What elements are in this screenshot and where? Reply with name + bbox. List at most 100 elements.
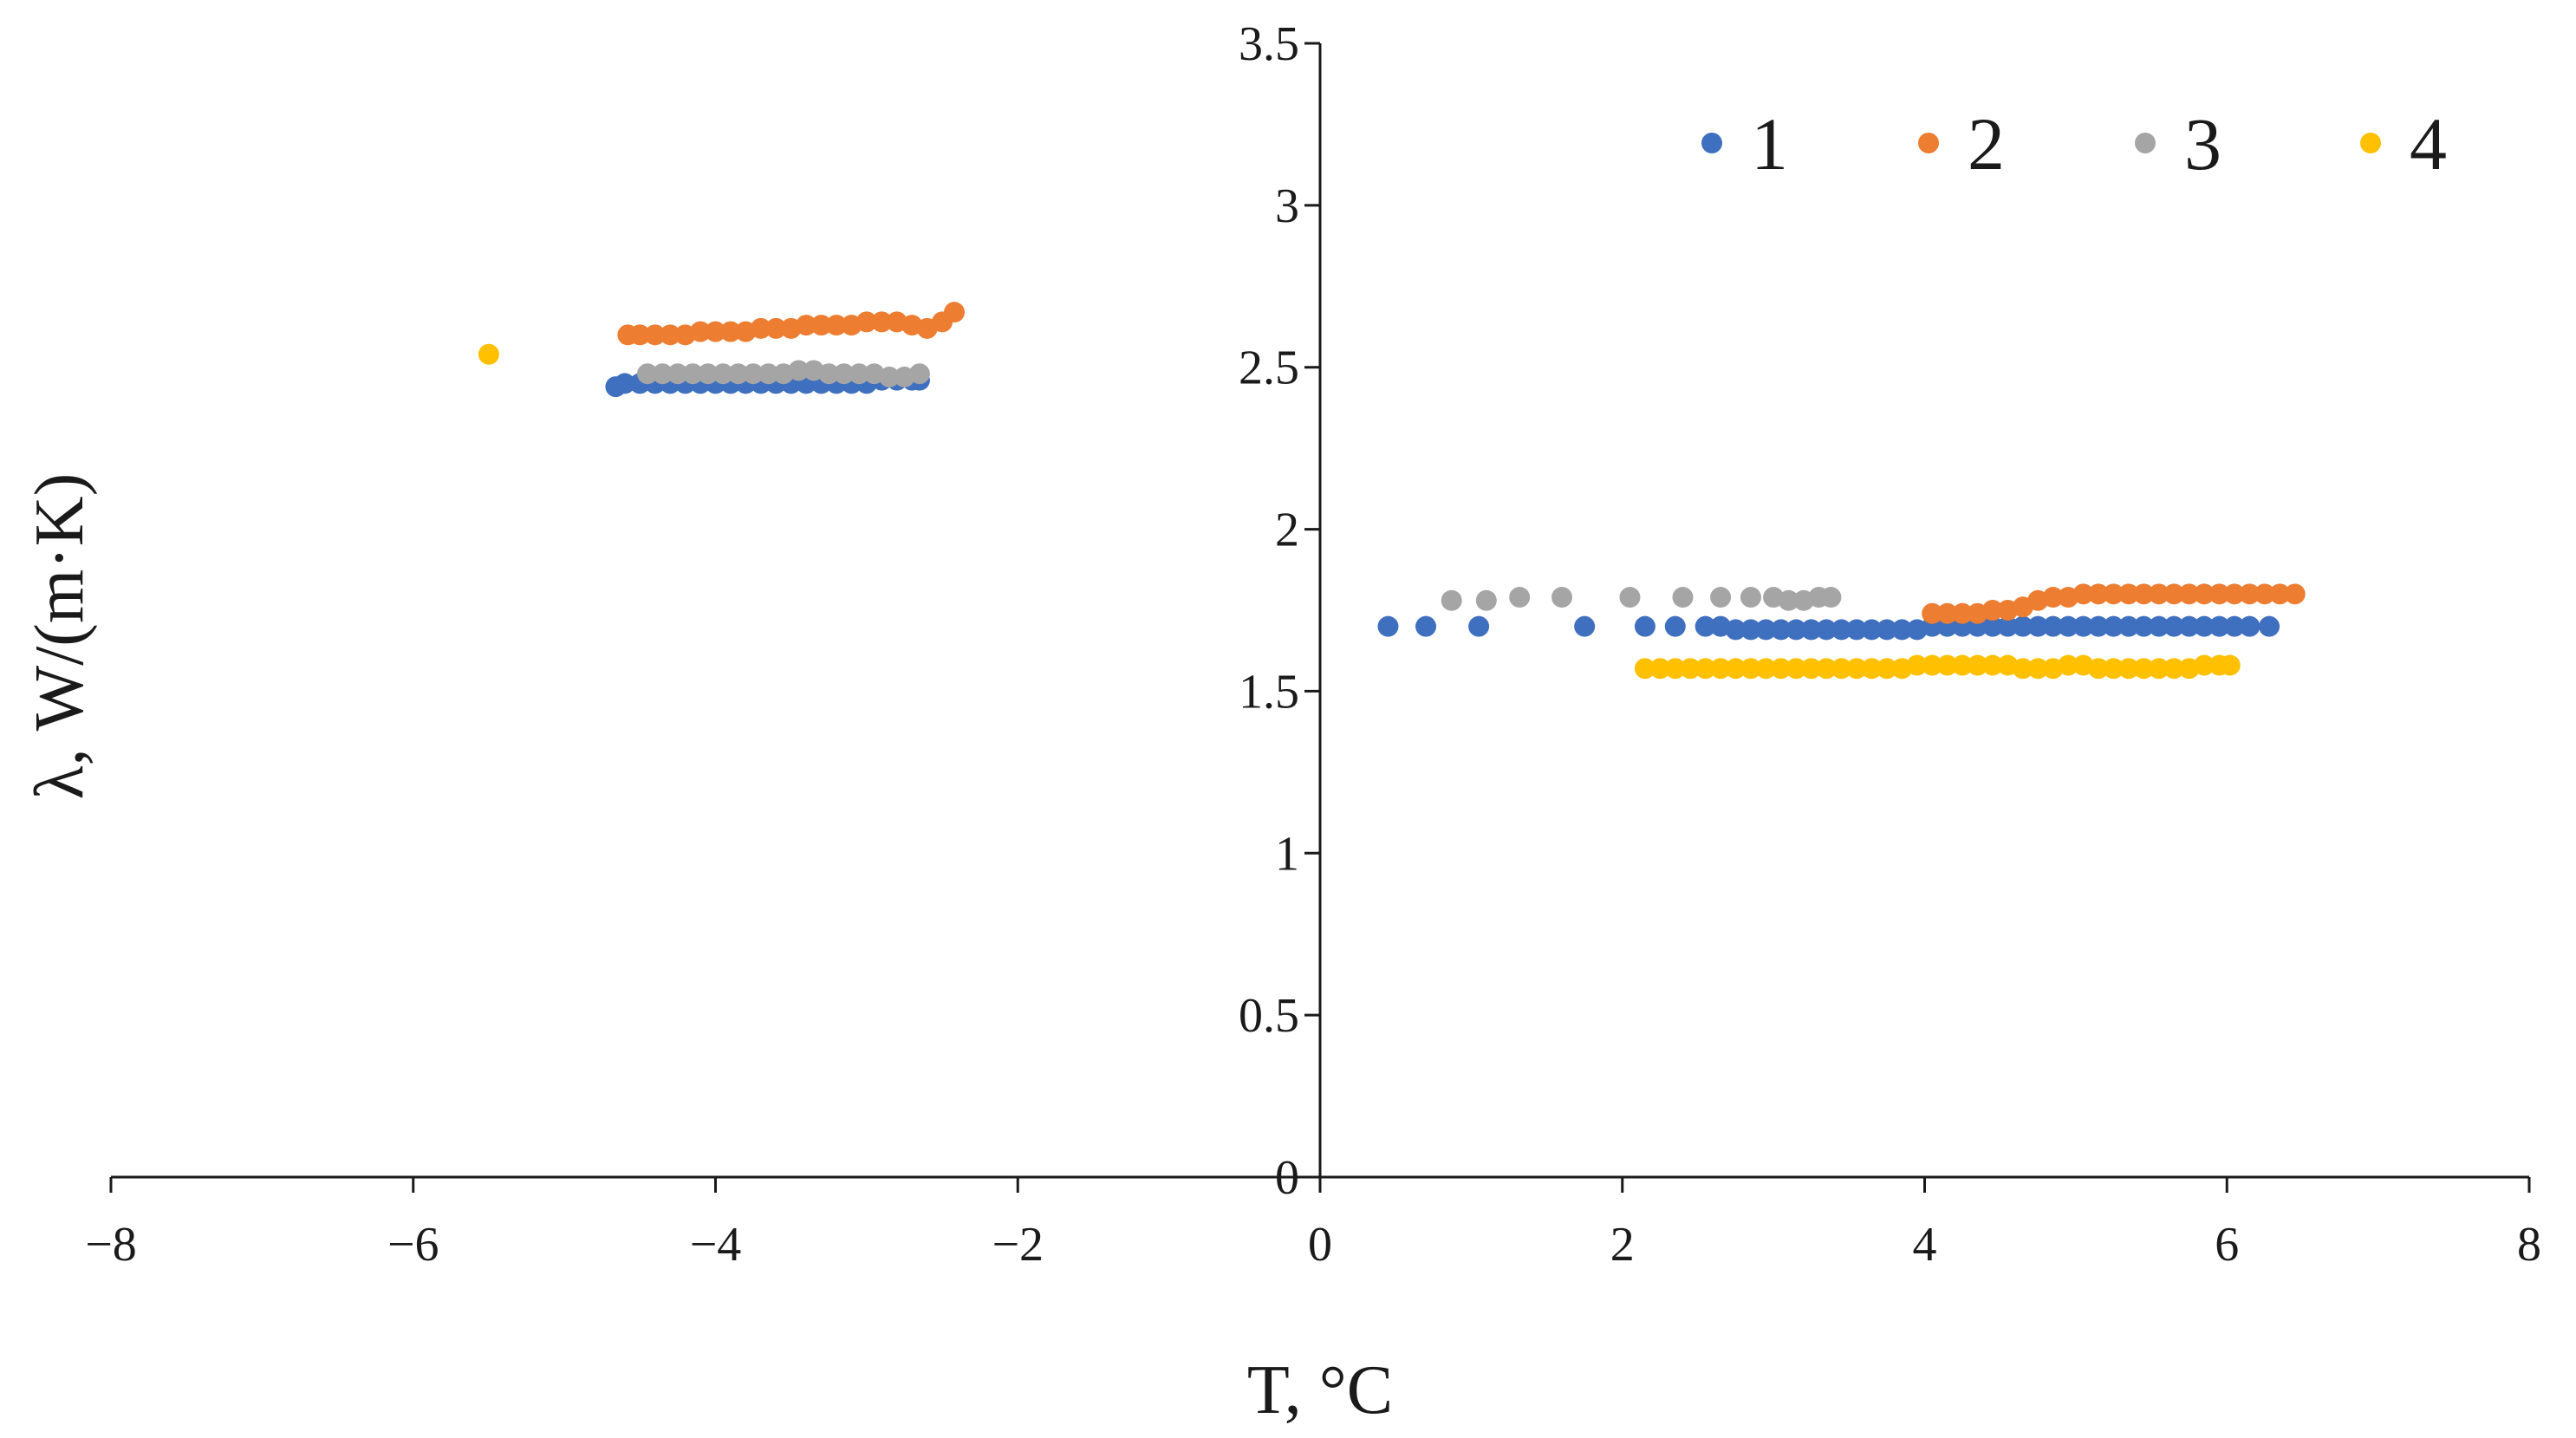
data-point [1509, 587, 1531, 608]
data-point [750, 317, 771, 339]
x-tick-label: 2 [1610, 1218, 1635, 1272]
data-point [879, 366, 901, 387]
data-point [1725, 658, 1747, 680]
series-1 [605, 369, 2280, 641]
y-tick-label: 0 [1275, 1151, 1299, 1205]
data-point [2088, 615, 2110, 637]
data-point [637, 363, 659, 385]
x-tick-label: −6 [387, 1218, 439, 1272]
series-3 [637, 360, 1842, 611]
legend-marker [1918, 133, 1939, 153]
y-axis-ticks: 0 0.5 1 1.5 2 2.5 3 3.5 [1239, 17, 1320, 1205]
data-point [644, 324, 666, 346]
data-point [2194, 615, 2215, 637]
data-point [2284, 583, 2306, 605]
data-point [1664, 658, 1686, 680]
data-point [2148, 658, 2169, 680]
data-point [2012, 658, 2033, 680]
y-tick-label: 2 [1275, 504, 1299, 557]
legend-label: 1 [1751, 102, 1788, 185]
data-point [2223, 615, 2245, 637]
data-points [478, 302, 2306, 680]
data-point [2239, 615, 2261, 637]
data-point [1755, 658, 1777, 680]
data-point [697, 363, 719, 385]
y-tick-label: 3 [1275, 179, 1299, 233]
data-point [2133, 658, 2155, 680]
data-point [1981, 654, 2003, 676]
data-point [2042, 587, 2064, 608]
data-point [944, 302, 966, 323]
data-point [478, 343, 499, 365]
data-point [1649, 658, 1671, 680]
y-axis-title: λ, W/(m·K) [22, 473, 98, 799]
data-point [1468, 615, 1490, 637]
data-point [2208, 615, 2230, 637]
data-point [1725, 619, 1747, 641]
data-point [1846, 658, 1868, 680]
data-point [1936, 602, 1958, 624]
data-point [1710, 587, 1732, 608]
data-point [2178, 615, 2200, 637]
data-point [2027, 615, 2049, 637]
y-tick-label: 1.5 [1239, 665, 1299, 719]
legend: 1 2 3 4 [1701, 102, 2447, 185]
data-point [810, 315, 832, 336]
data-point [1861, 619, 1883, 641]
data-point [743, 363, 764, 385]
data-point [1820, 587, 1842, 608]
data-point [2239, 583, 2261, 605]
data-point [1634, 658, 1656, 680]
data-point [1831, 619, 1852, 641]
data-point [2259, 615, 2280, 637]
data-point [1695, 615, 1716, 637]
data-point [818, 363, 840, 385]
data-point [758, 363, 779, 385]
data-point [2072, 583, 2094, 605]
data-point [2117, 583, 2139, 605]
data-point [1441, 589, 1462, 611]
data-point [1778, 589, 1799, 611]
x-tick-label: −4 [690, 1218, 742, 1272]
legend-label: 2 [1968, 102, 2005, 185]
data-point [1997, 615, 2019, 637]
data-point [871, 311, 893, 333]
data-point [1876, 619, 1897, 641]
data-point [1922, 654, 1943, 676]
legend-marker [2360, 133, 2381, 153]
data-point [2117, 615, 2139, 637]
data-point [705, 321, 726, 342]
data-point [629, 324, 651, 346]
data-point [1891, 619, 1913, 641]
data-point [2058, 615, 2079, 637]
x-axis-title: T, °C [1247, 1352, 1393, 1428]
data-point [2012, 615, 2033, 637]
series-4 [478, 343, 2241, 680]
data-point [2027, 658, 2049, 680]
x-tick-label: 0 [1308, 1218, 1332, 1272]
data-point [2178, 583, 2200, 605]
data-point [1831, 658, 1852, 680]
y-tick-label: 2.5 [1239, 342, 1299, 395]
data-point [1816, 658, 1838, 680]
data-point [1800, 658, 1822, 680]
data-point [2103, 615, 2124, 637]
legend-label: 4 [2410, 102, 2447, 185]
data-point [826, 315, 847, 336]
data-point [2163, 615, 2185, 637]
data-point [1876, 658, 1897, 680]
x-tick-label: −2 [992, 1218, 1044, 1272]
legend-marker [1701, 133, 1722, 153]
data-point [1740, 587, 1761, 608]
data-point [1936, 654, 1958, 676]
data-point [1786, 619, 1807, 641]
data-point [1672, 587, 1694, 608]
data-point [1695, 658, 1716, 680]
data-point [908, 363, 930, 385]
data-point [1906, 654, 1928, 676]
data-point [2133, 615, 2155, 637]
data-point [833, 363, 855, 385]
data-point [652, 363, 673, 385]
data-point [849, 363, 870, 385]
